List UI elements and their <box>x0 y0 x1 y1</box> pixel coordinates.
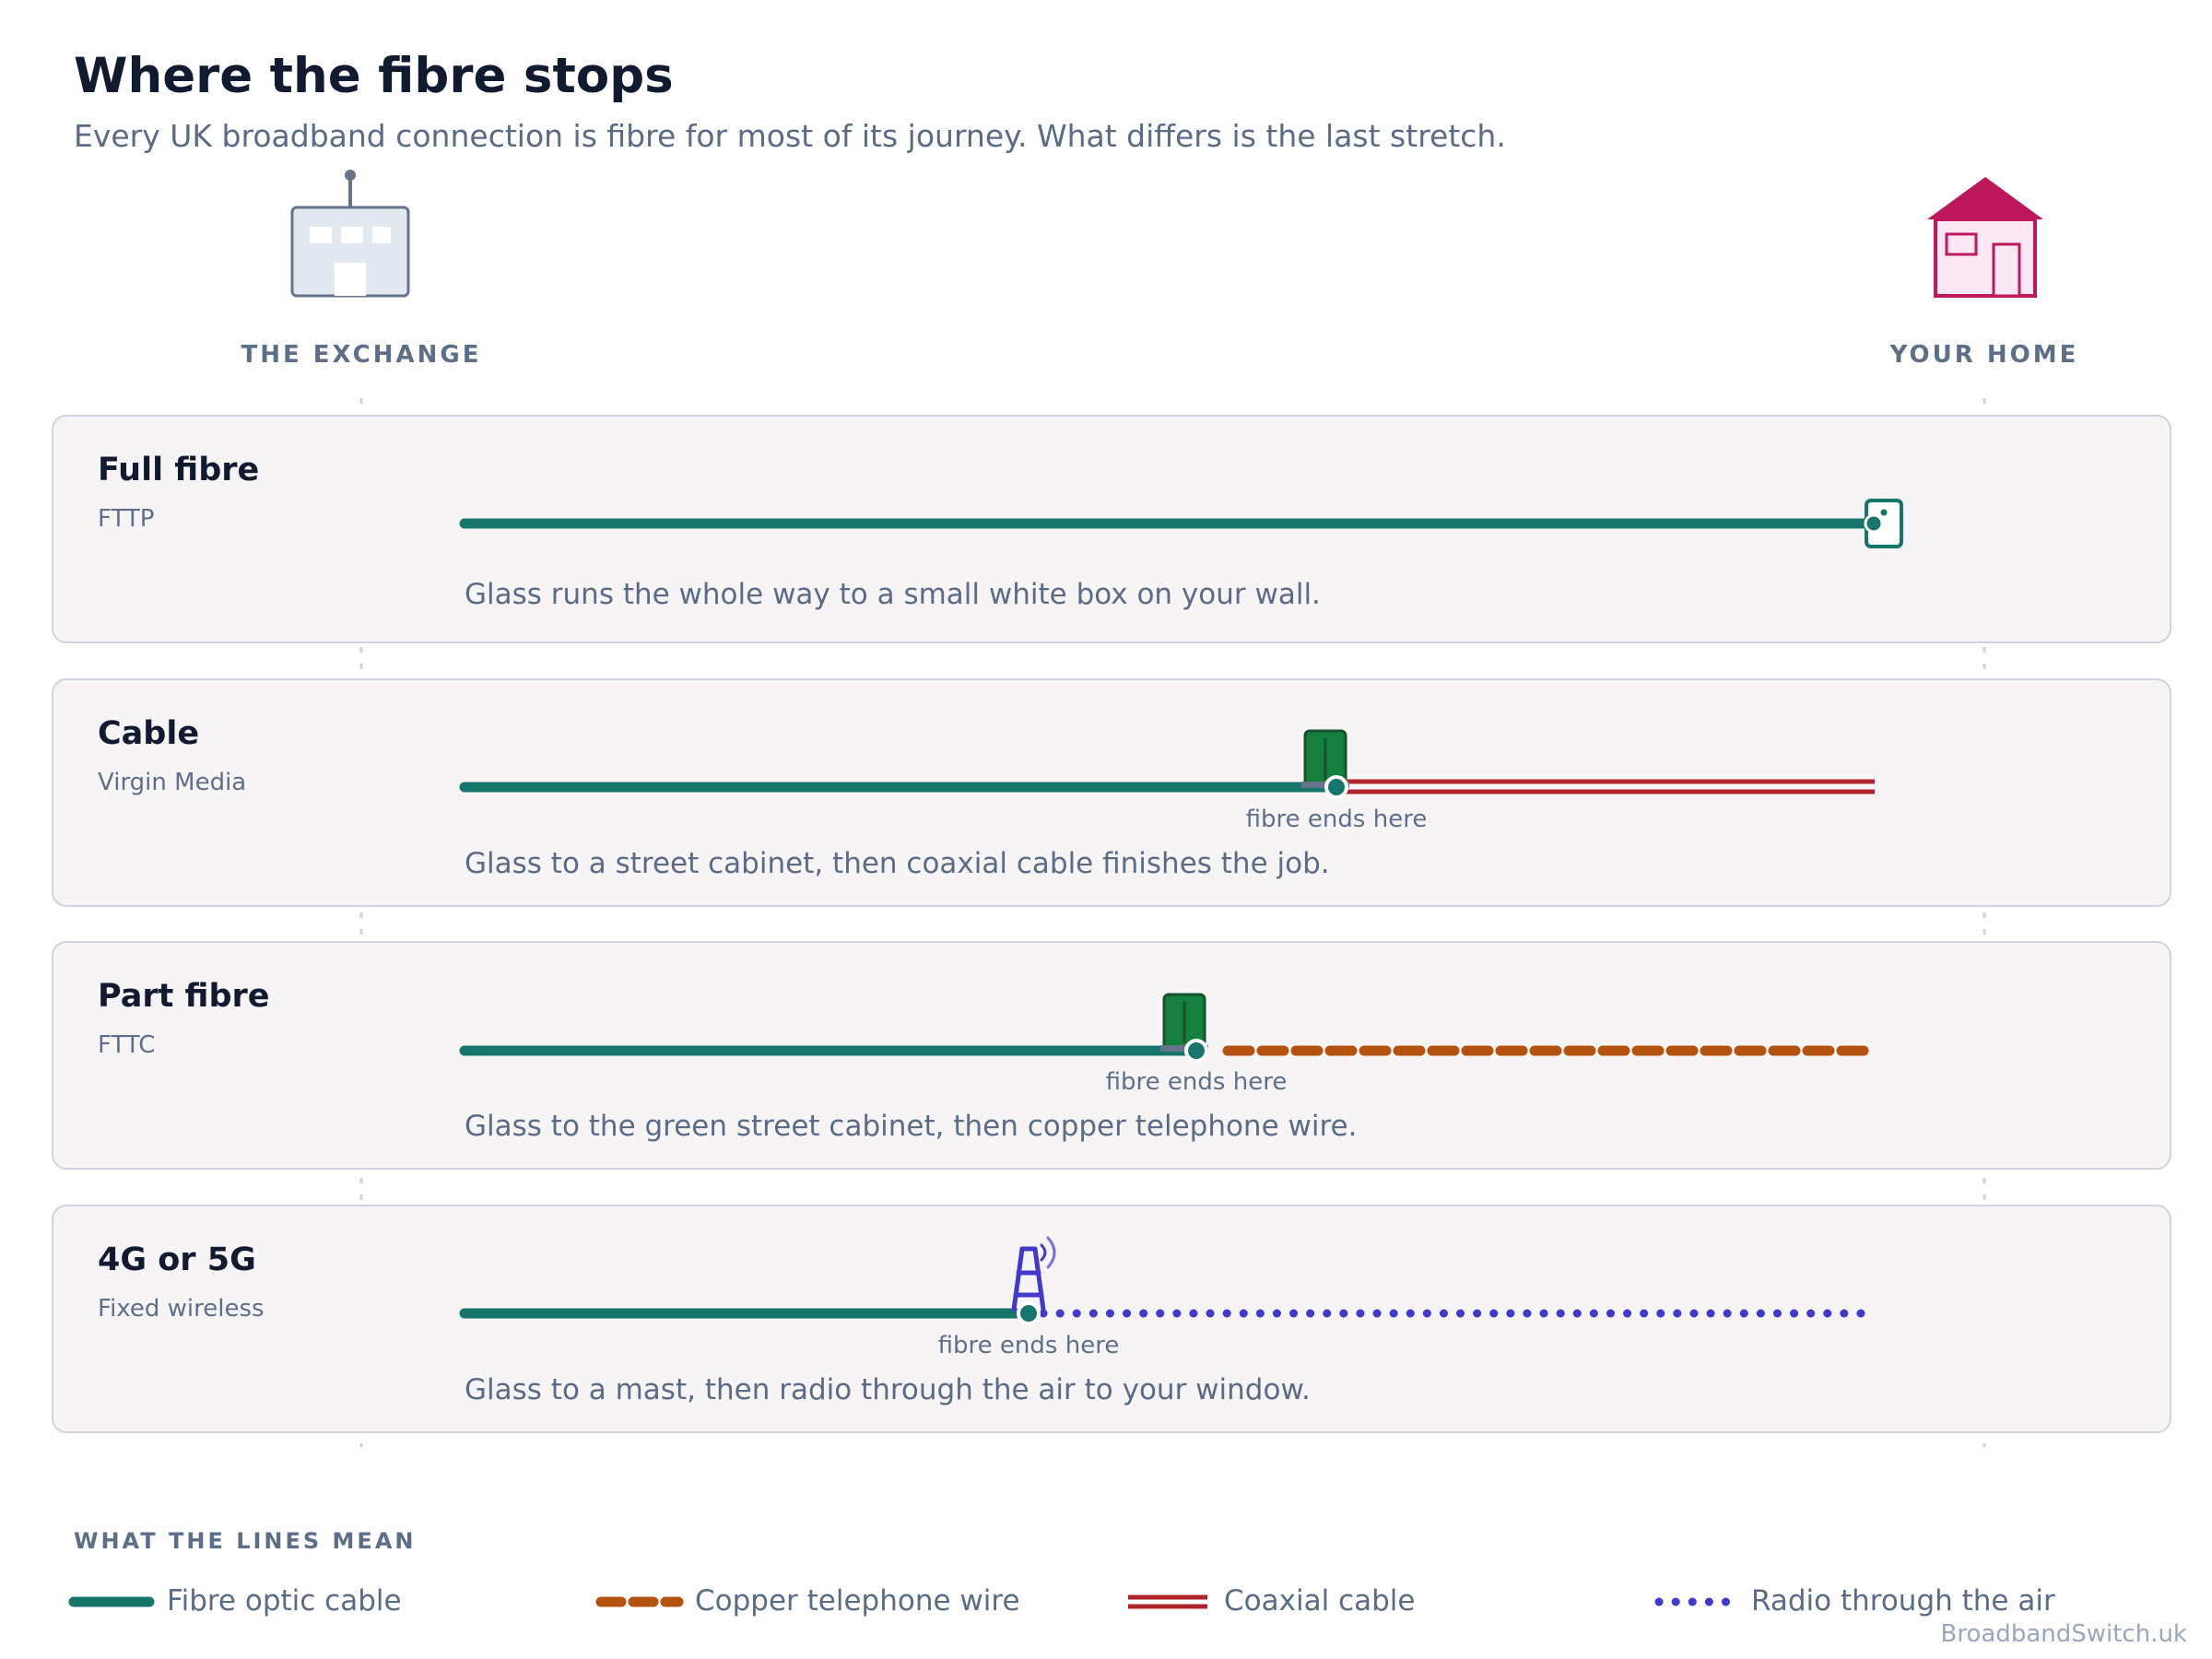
connection-line-diagram <box>459 729 1875 799</box>
connection-card-cable: Cable Virgin Media fibre ends here Glass… <box>52 678 2171 907</box>
credit-text: BroadbandSwitch.uk <box>1940 1620 2187 1648</box>
exchange-building-icon <box>286 168 415 299</box>
connection-subtitle: Virgin Media <box>98 769 247 796</box>
connection-line-diagram <box>459 993 1879 1063</box>
connection-line-diagram <box>459 499 1903 548</box>
connection-line-diagram <box>459 1236 1874 1325</box>
connection-title: Cable <box>98 715 200 752</box>
connection-description: Glass to a street cabinet, then coaxial … <box>465 847 1330 880</box>
connection-description: Glass to a mast, then radio through the … <box>465 1373 1311 1406</box>
connection-description: Glass runs the whole way to a small whit… <box>465 578 1321 611</box>
fibre-end-marker <box>1017 1301 1041 1325</box>
legend-label: Radio through the air <box>1751 1584 2055 1618</box>
connection-title: Full fibre <box>98 452 260 488</box>
fibre-end-marker <box>1184 1039 1208 1063</box>
legend-label: Fibre optic cable <box>167 1584 402 1618</box>
radio-swatch <box>1654 1597 1732 1606</box>
exchange-label: THE EXCHANGE <box>241 341 482 369</box>
page-subtitle: Every UK broadband connection is fibre f… <box>74 118 1506 154</box>
connection-subtitle: FTTC <box>98 1031 156 1059</box>
coaxial-swatch <box>1128 1594 1207 1609</box>
connection-title: Part fibre <box>98 978 270 1015</box>
connection-subtitle: FTTP <box>98 505 155 533</box>
street-cabinet-icon <box>1160 993 1208 1052</box>
legend-label: Copper telephone wire <box>695 1584 1020 1618</box>
legend-label: Coaxial cable <box>1224 1584 1416 1618</box>
connection-card-fixed-wireless: 4G or 5G Fixed wireless fibre ends here … <box>52 1205 2171 1433</box>
fibre-end-label: fibre ends here <box>1105 1068 1288 1096</box>
house-icon <box>1922 173 2049 298</box>
connection-card-full-fibre: Full fibre FTTP Glass runs the whole way… <box>52 415 2171 643</box>
legend-heading: WHAT THE LINES MEAN <box>74 1528 417 1554</box>
fibre-swatch <box>68 1596 155 1607</box>
radio-mast-icon <box>1011 1236 1056 1312</box>
connection-description: Glass to the green street cabinet, then … <box>465 1110 1358 1143</box>
fibre-end-marker <box>1324 775 1348 799</box>
connection-card-part-fibre: Part fibre FTTC fibre ends here Glass to… <box>52 941 2171 1170</box>
page-title: Where the fibre stops <box>74 48 674 104</box>
fibre-end-label: fibre ends here <box>1245 806 1428 833</box>
wall-box-icon <box>1864 499 1903 548</box>
connection-subtitle: Fixed wireless <box>98 1295 265 1323</box>
home-label: YOUR HOME <box>1889 341 2079 369</box>
fibre-end-label: fibre ends here <box>937 1332 1120 1359</box>
connection-title: 4G or 5G <box>98 1241 256 1278</box>
copper-swatch <box>595 1596 684 1607</box>
